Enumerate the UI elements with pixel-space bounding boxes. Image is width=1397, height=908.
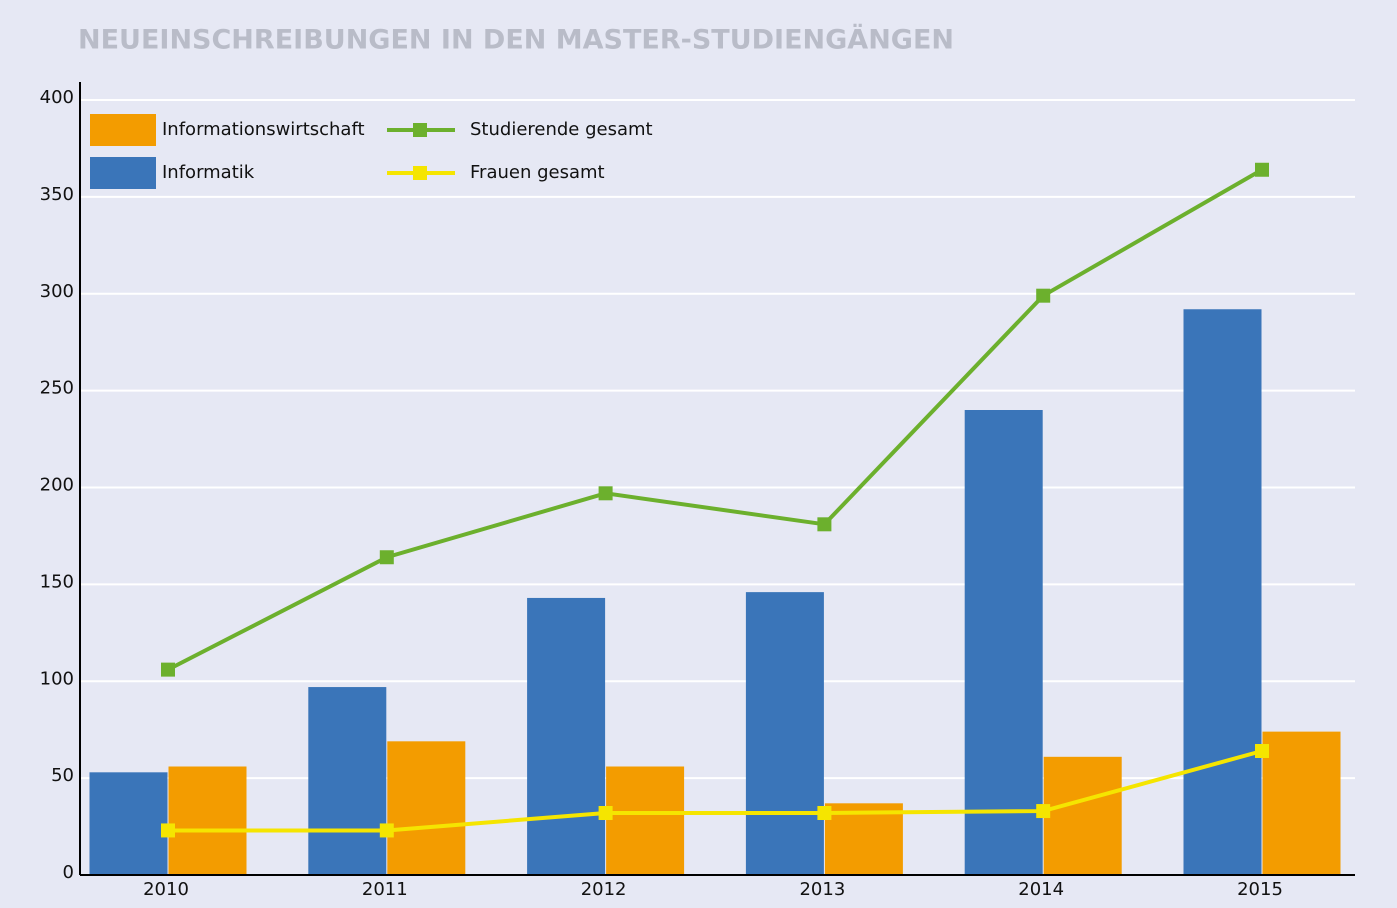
- marker: [161, 662, 175, 677]
- y-tick-label: 400: [40, 87, 74, 108]
- bar: [168, 766, 247, 875]
- legend-swatch: [90, 157, 156, 189]
- y-tick-label: 350: [40, 184, 74, 205]
- marker: [598, 486, 613, 501]
- y-tick-label: 50: [51, 765, 74, 786]
- marker: [817, 806, 832, 820]
- x-tick-label: 2012: [581, 879, 627, 900]
- x-tick-label: 2013: [799, 879, 845, 900]
- marker: [598, 806, 613, 820]
- legend-label: Informatik: [162, 162, 255, 183]
- bar: [824, 803, 903, 875]
- bar: [606, 766, 685, 875]
- y-tick-label: 200: [40, 475, 74, 496]
- marker: [379, 550, 394, 565]
- bar: [308, 687, 387, 875]
- bar: [1043, 756, 1122, 875]
- bar: [387, 741, 466, 875]
- bar: [1262, 731, 1341, 875]
- bar: [745, 592, 824, 875]
- y-tick-label: 300: [40, 281, 74, 302]
- chart-title: NEUEINSCHREIBUNGEN IN DEN MASTER-STUDIEN…: [78, 24, 954, 56]
- line: [168, 749, 1263, 833]
- bar: [89, 772, 168, 875]
- bar: [527, 597, 606, 875]
- legend-label: Studierende gesamt: [470, 119, 653, 140]
- bar: [1183, 309, 1262, 875]
- x-tick-label: 2011: [362, 879, 408, 900]
- legend-label: Informationswirtschaft: [162, 119, 365, 140]
- marker: [1255, 744, 1269, 758]
- bar: [964, 410, 1043, 875]
- legend-label: Frauen gesamt: [470, 162, 605, 183]
- marker: [817, 517, 832, 532]
- marker: [1036, 804, 1051, 819]
- y-tick-label: 250: [40, 378, 74, 399]
- marker: [379, 823, 394, 838]
- marker: [161, 823, 175, 838]
- marker: [1255, 162, 1269, 177]
- x-tick-label: 2010: [143, 879, 189, 900]
- y-tick-label: 150: [40, 571, 74, 592]
- legend-marker: [413, 166, 427, 180]
- x-tick-label: 2014: [1018, 879, 1064, 900]
- y-tick-label: 100: [40, 668, 74, 689]
- legend-swatch: [90, 114, 156, 146]
- marker: [1036, 288, 1051, 303]
- legend-marker: [413, 123, 427, 137]
- x-tick-label: 2015: [1237, 879, 1283, 900]
- y-tick-label: 0: [63, 862, 74, 883]
- line: [167, 168, 1263, 672]
